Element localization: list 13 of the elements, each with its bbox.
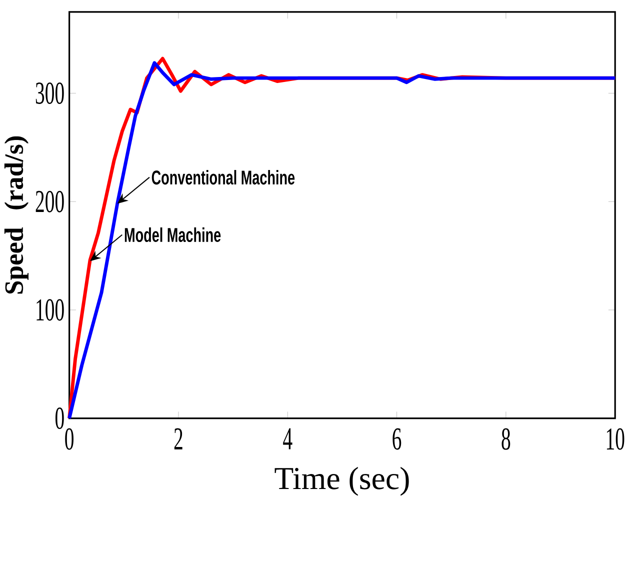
x-tick-label: 4 xyxy=(283,428,292,450)
annotation: Model Machine xyxy=(124,228,221,242)
y-tick-label: 100 xyxy=(36,299,64,321)
y-axis-title: Speed (rad/s) xyxy=(4,136,29,294)
y-tick-label: 300 xyxy=(36,82,64,104)
y-tick-label: 0 xyxy=(55,408,64,430)
x-axis-title: Time (sec) xyxy=(274,467,409,496)
x-tick-label: 6 xyxy=(392,428,402,450)
y-tick-label: 200 xyxy=(36,190,64,212)
x-tick-label: 10 xyxy=(606,428,624,450)
x-tick-label: 8 xyxy=(502,428,510,450)
x-tick-label: 2 xyxy=(174,428,182,450)
annotation: Conventional Machine xyxy=(152,170,295,185)
